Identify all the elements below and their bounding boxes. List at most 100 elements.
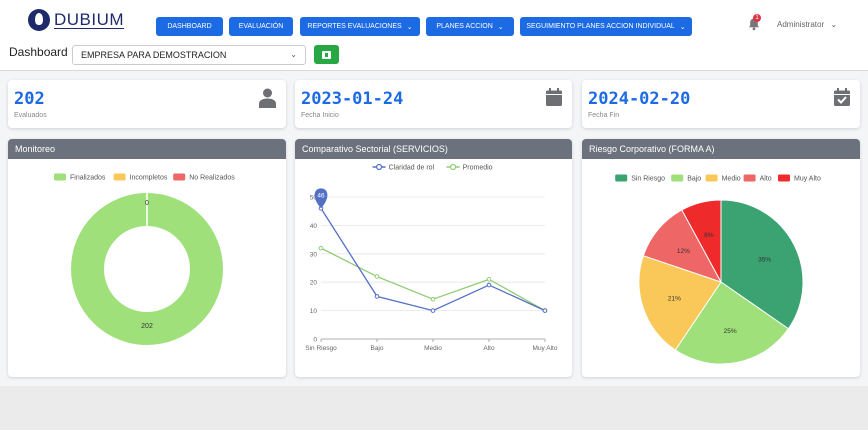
stat-value: 2023-01-24	[301, 89, 404, 109]
nav-seguimiento-button[interactable]: SEGUIMIENTO PLANES ACCION INDIVIDUAL ⌄	[520, 17, 692, 36]
stat-label: Fecha Fin	[588, 112, 620, 119]
y-tick-label: 0	[313, 337, 317, 344]
legend-swatch	[54, 173, 66, 181]
y-tick-label: 50	[310, 195, 318, 202]
y-tick-label: 10	[310, 308, 318, 315]
chevron-down-icon: ⌄	[497, 23, 504, 31]
chevron-down-icon: ⌄	[406, 23, 413, 31]
data-point	[486, 277, 492, 282]
legend-item: Sin Riesgo	[615, 174, 665, 183]
stat-card-fecha-fin: 2024-02-20 Fecha Fin	[582, 80, 860, 128]
data-point	[374, 274, 380, 279]
legend-label: Incompletos	[130, 175, 168, 182]
legend-item: Alto	[743, 174, 772, 183]
x-tick-label: Bajo	[370, 345, 383, 352]
donut-slice	[71, 193, 223, 345]
stat-label: Fecha Inicio	[301, 112, 339, 119]
user-menu[interactable]: Administrator ⌄	[777, 20, 837, 29]
pie-slice	[681, 199, 722, 283]
nav-planes-button[interactable]: PLANES ACCION ⌄	[426, 17, 514, 36]
page-title: Dashboard	[9, 45, 68, 59]
marker-label: 46	[317, 192, 325, 199]
stat-value: 202	[14, 89, 45, 109]
panel-title: Comparativo Sectorial (SERVICIOS)	[295, 139, 572, 159]
user-icon	[259, 88, 276, 108]
data-point	[430, 296, 436, 302]
nav-dashboard-button[interactable]: DASHBOARD	[156, 17, 223, 36]
legend-swatch	[778, 174, 790, 182]
legend-label: Bajo	[687, 176, 701, 183]
line-chart: Claridad de rol Promedio 0 10 20 30 40 50 Sin Ri…	[305, 163, 558, 352]
nav-dashboard-label: DASHBOARD	[167, 23, 212, 30]
pie-slice	[720, 199, 804, 330]
page-footer	[0, 386, 868, 430]
nav-evaluacion-label: EVALUACIÓN	[238, 23, 284, 30]
data-point	[318, 245, 324, 251]
pie-label: 35%	[758, 257, 771, 264]
user-name: Administrator	[777, 20, 825, 29]
legend-swatch	[615, 174, 628, 182]
nav-evaluacion-button[interactable]: EVALUACIÓN	[229, 17, 293, 36]
legend-swatch	[705, 174, 718, 182]
pie-slice	[642, 209, 723, 283]
export-excel-button[interactable]	[314, 45, 339, 64]
panel-comparativo: Comparativo Sectorial (SERVICIOS) Clarid…	[295, 139, 572, 377]
stat-card-fecha-inicio: 2023-01-24 Fecha Inicio	[295, 80, 572, 128]
legend-item: Bajo	[671, 174, 701, 183]
legend-item: Muy Alto	[778, 174, 821, 183]
chevron-down-icon: ⌄	[679, 23, 686, 31]
nav-reportes-label: REPORTES EVALUACIONES	[307, 23, 402, 30]
pie-slice	[638, 255, 722, 351]
panel-monitoreo: Monitoreo Finalizados Incompletos No Reali…	[8, 139, 286, 377]
legend-label: Finalizados	[70, 175, 106, 182]
y-tick-label: 20	[310, 280, 318, 287]
legend-label: Claridad de rol	[389, 165, 435, 172]
company-select-value: EMPRESA PARA DEMOSTRACION	[81, 50, 227, 60]
data-point	[542, 308, 548, 313]
brand-logo-icon	[28, 9, 50, 31]
legend-item: Incompletos	[113, 173, 168, 182]
legend-swatch	[743, 174, 756, 182]
legend-label: Promedio	[463, 165, 493, 172]
pie-chart: Sin Riesgo Bajo Medio Alto Muy Alto 35% 25% 21%…	[615, 174, 821, 365]
chevron-down-icon: ⌄	[830, 20, 838, 29]
legend-label: Medio	[722, 176, 741, 183]
legend-item: No Realizados	[173, 173, 235, 182]
legend-item: Promedio	[446, 163, 493, 172]
donut-label: 202	[141, 323, 153, 330]
x-tick-label: Medio	[424, 345, 442, 352]
brand-name: DUBIUM	[54, 10, 125, 29]
stat-label: Evaluados	[14, 112, 47, 119]
x-tick-label: Sin Riesgo	[305, 345, 337, 352]
company-select[interactable]: EMPRESA PARA DEMOSTRACION ⌄	[72, 45, 306, 65]
y-tick-label: 30	[310, 251, 318, 258]
legend-marker	[450, 163, 457, 171]
legend-swatch	[173, 173, 186, 181]
legend-item: Finalizados	[54, 173, 106, 182]
chevron-down-icon: ⌄	[290, 50, 297, 59]
x-tick-label: Muy Alto	[533, 345, 558, 352]
pie-label: 12%	[677, 248, 690, 255]
pie-label: 25%	[724, 328, 737, 335]
legend-label: No Realizados	[189, 175, 235, 182]
calendar-check-icon	[834, 88, 850, 106]
x-tick-label: Alto	[483, 345, 495, 352]
donut-chart: Finalizados Incompletos No Realizados 0 202	[54, 173, 235, 345]
stat-value: 2024-02-20	[588, 89, 691, 109]
data-point	[486, 282, 492, 288]
series-line	[320, 208, 546, 312]
brand-logo[interactable]: DUBIUM	[28, 8, 124, 32]
pie-slice	[674, 281, 790, 365]
legend-swatch	[671, 174, 684, 182]
donut-label: 0	[145, 200, 149, 207]
y-tick-label: 40	[310, 223, 318, 230]
legend-item: Claridad de rol	[372, 163, 435, 172]
panel-title: Riesgo Corporativo (FORMA A)	[582, 139, 860, 159]
nav-reportes-button[interactable]: REPORTES EVALUACIONES ⌄	[300, 17, 420, 36]
panel-riesgo: Riesgo Corporativo (FORMA A) Sin Riesgo B…	[582, 139, 860, 377]
notification-badge: 1	[753, 14, 761, 22]
panel-title: Monitoreo	[8, 139, 286, 159]
legend-marker	[375, 163, 383, 171]
legend-swatch	[113, 173, 126, 181]
pie-label: 8%	[704, 232, 714, 239]
